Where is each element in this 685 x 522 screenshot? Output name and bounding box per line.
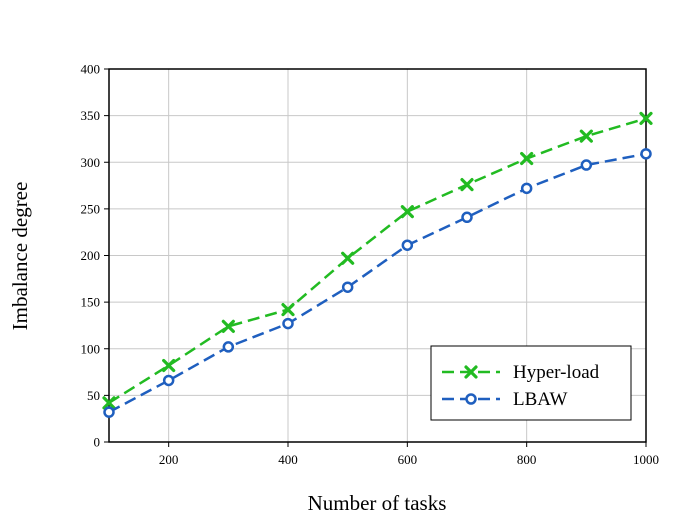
x-tick-label: 800 — [517, 452, 537, 467]
legend-label: LBAW — [513, 389, 567, 410]
y-tick-label: 150 — [81, 295, 101, 310]
x-axis-title: Number of tasks — [308, 491, 447, 515]
legend-marker — [465, 393, 477, 405]
legend-box — [430, 345, 632, 421]
y-axis-title: Imbalance degree — [8, 182, 32, 331]
data-point — [460, 178, 474, 192]
x-tick-label: 600 — [398, 452, 418, 467]
data-point — [401, 239, 414, 251]
y-tick-label: 0 — [94, 435, 101, 450]
data-point — [222, 341, 235, 353]
y-tick-label: 200 — [81, 248, 101, 263]
y-tick-label: 400 — [81, 62, 101, 77]
y-tick-label: 50 — [87, 388, 100, 403]
legend-label: Hyper-load — [513, 362, 600, 383]
data-point — [400, 205, 414, 219]
data-point — [520, 151, 534, 166]
data-point — [520, 182, 533, 195]
legend: Hyper-load LBAW — [430, 345, 632, 421]
series-layer — [102, 111, 653, 418]
data-point — [579, 129, 593, 143]
x-tick-label: 1000 — [633, 452, 659, 467]
legend-marker — [464, 365, 478, 379]
y-tick-label: 250 — [81, 201, 101, 216]
series-0 — [102, 111, 653, 410]
data-point — [639, 111, 653, 126]
series-line — [108, 152, 647, 414]
data-point — [341, 251, 355, 265]
x-tick-label: 400 — [278, 452, 298, 467]
y-tick-label: 350 — [81, 108, 101, 123]
data-point — [102, 396, 116, 410]
data-point — [282, 317, 294, 330]
series-1 — [103, 148, 652, 418]
x-tick-label: 200 — [159, 452, 179, 467]
y-tick-label: 100 — [81, 341, 101, 356]
data-point — [580, 159, 593, 171]
axis-ticks: 200 400 600 800 1000 0 50 100 150 200 250 300 350 400 — [81, 62, 660, 468]
data-point — [221, 319, 235, 333]
data-point — [341, 281, 354, 293]
data-point — [103, 406, 115, 418]
data-point — [640, 148, 652, 160]
data-point — [162, 358, 176, 373]
y-tick-label: 300 — [81, 155, 101, 170]
data-point — [281, 302, 295, 317]
data-point — [461, 211, 473, 224]
data-point — [162, 374, 175, 387]
